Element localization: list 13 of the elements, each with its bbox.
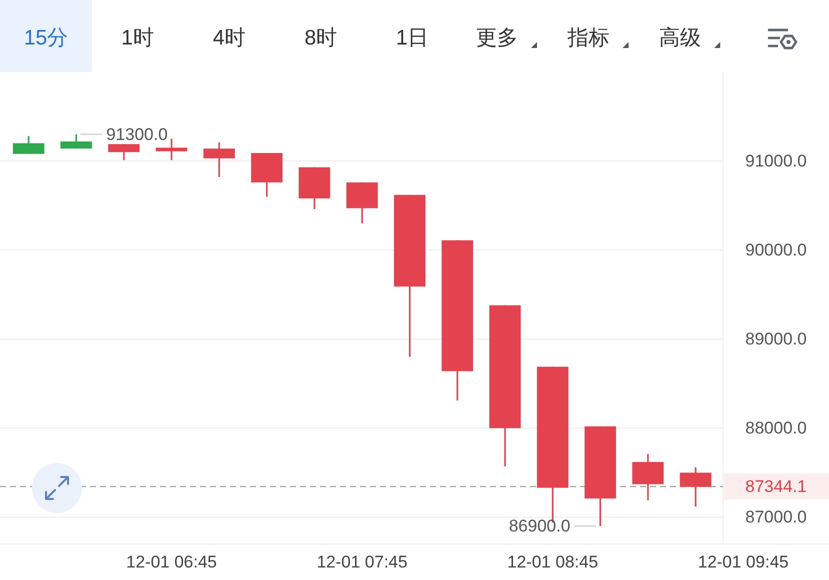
x-tick-label: 12-01 07:45 (316, 552, 408, 572)
y-tick-label: 89000.0 (745, 330, 807, 349)
y-tick-label: 87000.0 (745, 508, 807, 527)
x-tick-label: 12-01 06:45 (126, 552, 217, 572)
annotation: 86900.0 (508, 516, 570, 536)
y-tick-label: 88000.0 (745, 418, 807, 438)
y-tick-label: 91000.0 (745, 152, 807, 171)
annotation: 91300.0 (106, 124, 168, 144)
ref-line-label: 87344.1 (745, 477, 807, 496)
x-tick-label: 12-01 08:45 (507, 552, 598, 572)
x-tick-label: 12-01 09:45 (698, 552, 789, 572)
y-tick-label: 90000.0 (745, 240, 807, 260)
toolbar: 15分 1时 4时 8时 1日 更多 指标 高级 (0, 0, 720, 72)
